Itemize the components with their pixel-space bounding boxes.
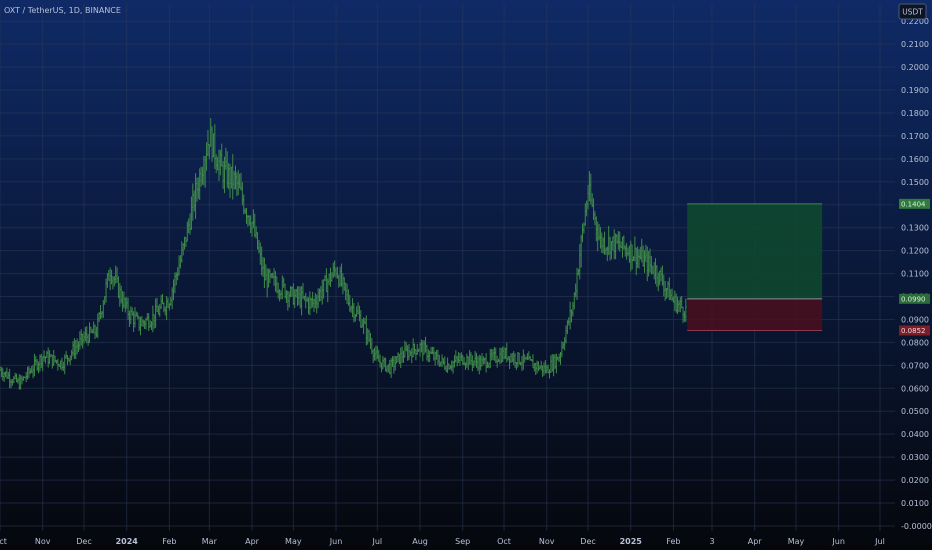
y-tick-label: 0.1600 <box>901 155 929 164</box>
position-tool[interactable] <box>687 203 823 331</box>
target-price-label-box <box>899 198 930 209</box>
y-tick-label: 0.1100 <box>901 270 929 279</box>
x-tick-label: Mar <box>202 537 218 546</box>
price-labels: 0.1404 0.0990 0.0852 <box>899 198 930 336</box>
current-price-label-box <box>899 293 930 304</box>
y-tick-label: 0.0800 <box>901 338 929 347</box>
x-tick-label: Oct <box>497 537 511 546</box>
y-tick-label: -0.0000 <box>901 522 932 531</box>
y-tick-label: 0.2100 <box>901 40 929 49</box>
target-price-label: 0.1404 <box>901 200 926 208</box>
ohlc-bars <box>0 118 687 390</box>
y-tick-label: 0.0300 <box>901 453 929 462</box>
currency-badge-box <box>898 3 927 20</box>
y-tick-label: 0.1800 <box>901 109 929 118</box>
x-tick-label: Nov <box>539 537 555 546</box>
y-tick-label: 0.2000 <box>901 63 929 72</box>
y-tick-label: 0.0200 <box>901 476 929 485</box>
y-tick-label: 0.1500 <box>901 178 929 187</box>
x-tick-label: Jun <box>831 537 845 546</box>
x-tick-label: 2025 <box>620 537 643 546</box>
x-tick-label: May <box>285 537 302 546</box>
x-tick-label: Feb <box>162 537 176 546</box>
x-tick-label: Oct <box>0 537 7 546</box>
ohlc-bar <box>684 298 687 323</box>
y-tick-label: 0.2200 <box>901 17 929 26</box>
profit-zone[interactable] <box>687 203 823 299</box>
x-tick-label: 3 <box>709 537 714 546</box>
x-tick-label: Dec <box>76 537 91 546</box>
x-tick-label: Aug <box>412 537 428 546</box>
y-tick-label: 0.1700 <box>901 132 929 141</box>
x-tick-label: Apr <box>245 537 260 546</box>
x-tick-label: Jul <box>372 537 383 546</box>
chart-title: OXT / TetherUS, 1D, BINANCE <box>4 6 121 15</box>
y-tick-label: 0.1200 <box>901 247 929 256</box>
stop-price-label-box <box>899 325 930 336</box>
x-tick-label: Apr <box>748 537 763 546</box>
x-tick-label: Dec <box>580 537 595 546</box>
y-tick-label: 0.0500 <box>901 407 929 416</box>
y-tick-label: 0.1300 <box>901 224 929 233</box>
x-tick-label: May <box>788 537 805 546</box>
x-tick-label: Nov <box>35 537 51 546</box>
currency-badge-label: USDT <box>902 8 923 17</box>
current-price-label: 0.0990 <box>901 295 926 303</box>
stop-zone[interactable] <box>687 298 823 331</box>
x-tick-label: Jun <box>329 537 343 546</box>
axes: 0.2200 0.2100 0.2000 0.1900 0.1800 0.1700 0.16… <box>0 17 932 546</box>
x-tick-label: 2024 <box>116 537 139 546</box>
y-tick-label: 0.0700 <box>901 361 929 370</box>
x-tick-label: Sep <box>455 537 470 546</box>
y-tick-label: 0.0100 <box>901 499 929 508</box>
x-tick-label: Jul <box>874 537 885 546</box>
y-tick-label: 0.0600 <box>901 384 929 393</box>
stop-price-label: 0.0852 <box>901 327 926 335</box>
currency-badge[interactable]: USDT <box>898 3 927 20</box>
x-tick-label: Feb <box>666 537 680 546</box>
y-tick-label: 0.0900 <box>901 315 929 324</box>
y-tick-label: 0.1900 <box>901 86 929 95</box>
y-tick-label: 0.0400 <box>901 430 929 439</box>
